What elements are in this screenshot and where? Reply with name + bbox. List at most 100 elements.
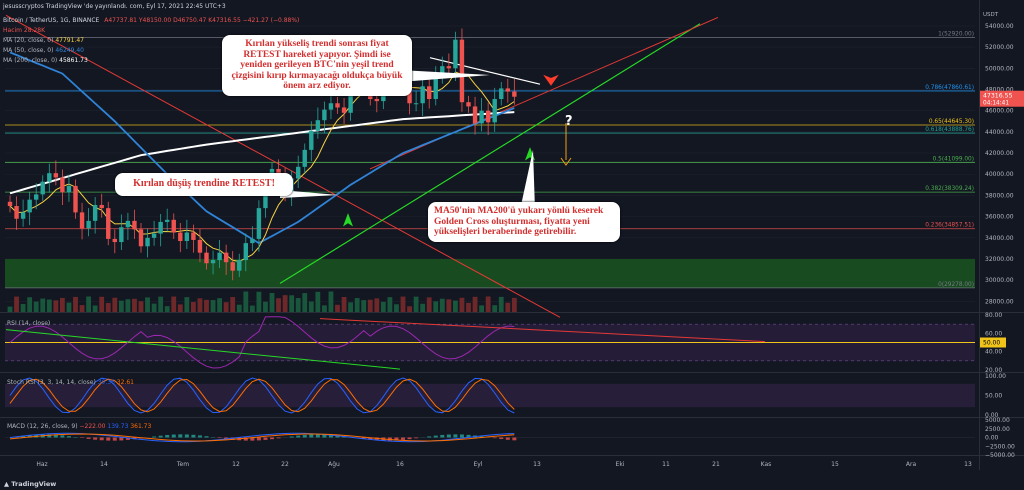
macd-value: 361.73 [130, 423, 151, 430]
candle-body [47, 173, 52, 182]
macd-histogram-bar [505, 437, 510, 440]
candle-body [374, 99, 379, 102]
volume-bar [439, 298, 445, 312]
macd-histogram-bar [27, 435, 32, 438]
candle-body [27, 199, 32, 213]
time-axis-tick: 15 [831, 461, 839, 468]
volume-bar [302, 293, 308, 312]
time-axis-tick: 13 [964, 461, 972, 468]
volume-bar [33, 301, 39, 312]
volume-bar [158, 296, 164, 312]
volume-bar [112, 297, 118, 312]
last-price-label: 47316.55 [983, 93, 1013, 100]
time-axis-tick: Kas [761, 461, 772, 468]
volume-bar [217, 298, 222, 312]
ma50-legend[interactable]: MA (50, close, 0) 46249.40 [3, 47, 84, 54]
volume-bar [295, 298, 301, 312]
price-axis-tick: 30000.00 [985, 277, 1014, 284]
question-mark-icon: ? [565, 114, 573, 129]
rsi-axis-tick: 20.00 [985, 367, 1002, 374]
macd-histogram-bar [414, 437, 419, 439]
macd-histogram-bar [86, 437, 91, 439]
macd-histogram-bar [309, 434, 314, 438]
macd-histogram-bar [60, 435, 65, 438]
macd-value: −222.00 [79, 423, 107, 430]
ma20-legend[interactable]: MA (20, close, 0) 47791.47 [3, 37, 84, 44]
candle-body [60, 177, 65, 193]
volume-bar [177, 304, 183, 312]
ma200-legend[interactable]: MA (200, close, 0) 45861.73 [3, 57, 88, 64]
price-axis-tick: 34000.00 [985, 235, 1014, 242]
macd-histogram-bar [243, 437, 248, 441]
time-axis-tick: Ara [906, 461, 917, 468]
macd-histogram-bar [368, 437, 373, 440]
callout-golden-cross: MA50'nin MA200'ü yukarı yönlü keserek Go… [428, 202, 620, 242]
volume-bar [335, 304, 340, 312]
volume-bar [407, 306, 412, 312]
volume-bar [60, 297, 65, 312]
candle-body [210, 260, 216, 264]
candle-body [472, 106, 478, 124]
volume-bar [269, 293, 275, 312]
time-axis-tick: 13 [533, 461, 541, 468]
candle-body [191, 232, 196, 240]
macd-histogram-bar [106, 437, 111, 441]
volume-bar [20, 304, 26, 312]
fib-level-label: 0.5(41099.00) [933, 157, 974, 163]
macd-histogram-bar [66, 436, 71, 438]
volume-bar [256, 291, 262, 312]
candle-body [73, 185, 78, 213]
candle-body [309, 130, 314, 150]
macd-axis-tick: 2500.00 [985, 426, 1010, 433]
candle-body [341, 107, 347, 113]
callout-retest-top: Kırılan yükseliş trendi sonrası fiyat RE… [222, 35, 412, 96]
macd-histogram-bar [197, 435, 202, 438]
volume-bar [27, 297, 33, 312]
tradingview-brand[interactable]: ▲ TradingView [4, 480, 57, 488]
fib-level-label: 0.618(43888.76) [925, 127, 974, 133]
symbol-name[interactable]: Bitcoin / TetherUS, 1G, BINANCE [3, 17, 100, 24]
volume-bar [426, 297, 432, 312]
volume-bar [485, 296, 491, 312]
candle-body [335, 103, 340, 108]
candle-body [420, 86, 425, 104]
rsi-axis-tick: 60.00 [985, 330, 1002, 337]
volume-bar [73, 296, 78, 312]
candle-body [237, 260, 242, 271]
macd-histogram-bar [459, 434, 464, 438]
ma200-line [9, 111, 515, 195]
candle-body [223, 252, 229, 263]
time-axis-tick: Eki [616, 461, 625, 468]
candle-body [217, 252, 222, 261]
macd-title: MACD (12, 26, close, 9) −222.00 139.73 3… [7, 423, 151, 430]
candle-body [165, 219, 170, 222]
downtrend-line [5, 14, 561, 318]
macd-histogram-bar [270, 437, 274, 440]
candle-body [79, 212, 85, 229]
macd-histogram-bar [453, 434, 458, 438]
volume-bar [105, 302, 111, 312]
volume-bar [322, 305, 327, 312]
macd-histogram-bar [322, 434, 327, 438]
candle-body [53, 173, 59, 178]
candle-body [433, 72, 438, 100]
callout-retest-left: Kırılan düşüş trendine RETEST! [115, 173, 293, 196]
candle-body [14, 206, 19, 219]
candle-body [99, 204, 104, 209]
time-axis-tick: 22 [281, 461, 289, 468]
volume-bar [151, 303, 157, 312]
macd-histogram-bar [165, 434, 170, 438]
volume-bar [276, 298, 281, 312]
candle-body [499, 88, 504, 100]
macd-histogram-bar [328, 434, 333, 438]
volume-bar [230, 297, 236, 312]
volume-bar [14, 296, 19, 312]
volume-bar [125, 299, 131, 312]
candle-body [459, 39, 465, 103]
macd-histogram-bar [492, 437, 497, 439]
stoch-d-line [9, 378, 515, 413]
price-axis-tick: 48000.00 [985, 86, 1014, 93]
price-axis-tick: 52000.00 [985, 44, 1014, 51]
candle-body [407, 86, 412, 104]
